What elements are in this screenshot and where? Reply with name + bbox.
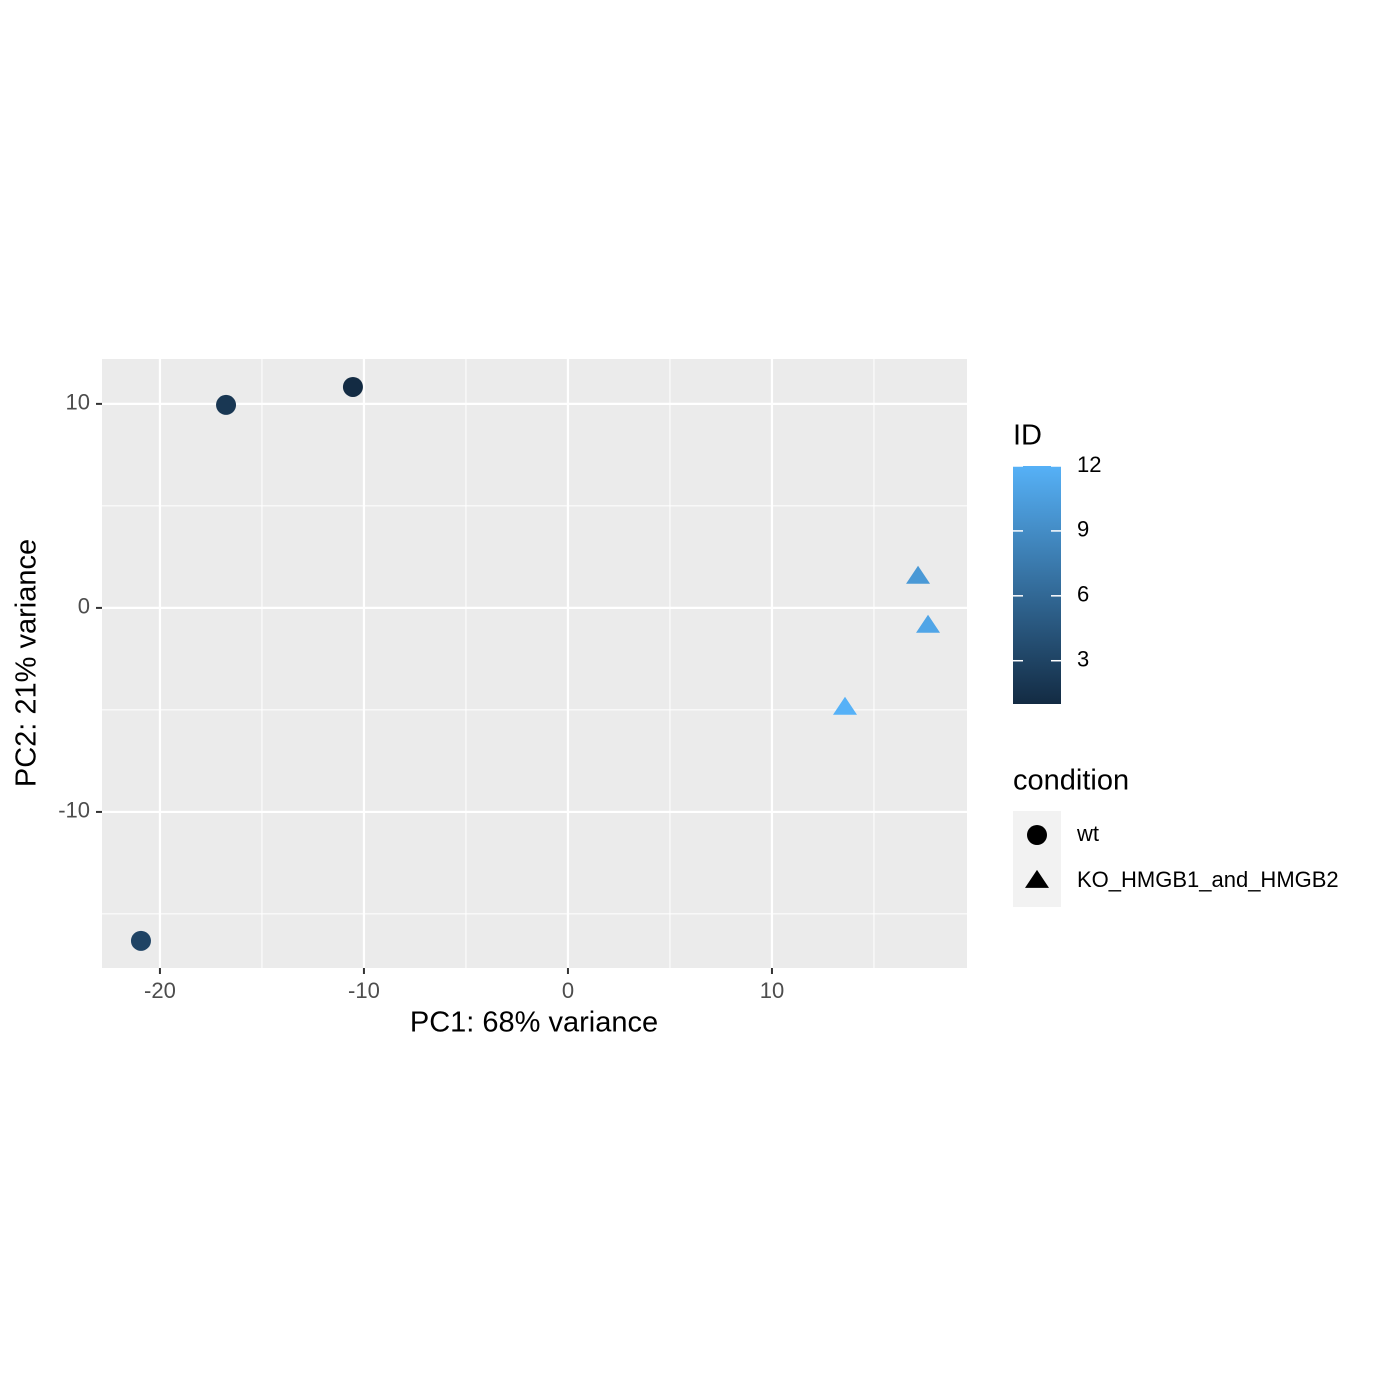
point	[906, 565, 931, 584]
legend-key	[1027, 825, 1047, 845]
point	[216, 394, 237, 415]
y-axis-title: PC2: 21% variance	[11, 539, 43, 787]
shape-legend-title: condition	[1013, 765, 1129, 797]
legend-label: wt	[1076, 821, 1099, 846]
color-tick-label: 6	[1077, 582, 1089, 607]
x-tick-label: 0	[562, 978, 574, 1003]
x-axis-title: PC1: 68% variance	[410, 1007, 658, 1039]
point	[130, 930, 151, 951]
point	[916, 614, 941, 633]
x-tick-label: -20	[144, 978, 176, 1003]
color-bar	[1013, 466, 1061, 704]
x-tick-label: -10	[348, 978, 380, 1003]
legend-key	[1025, 869, 1049, 888]
color-tick-label: 12	[1077, 452, 1101, 477]
legend-label: KO_HMGB1_and_HMGB2	[1077, 867, 1339, 892]
x-tick-label: 10	[760, 978, 784, 1003]
point	[342, 376, 363, 397]
y-tick-label: 0	[78, 594, 90, 619]
point	[833, 696, 858, 715]
color-tick-label: 9	[1077, 517, 1089, 542]
color-tick-label: 3	[1077, 647, 1089, 672]
color-legend-title: ID	[1013, 420, 1042, 452]
y-tick-label: -10	[58, 798, 90, 823]
y-tick-label: 10	[66, 390, 90, 415]
panel	[102, 359, 967, 968]
